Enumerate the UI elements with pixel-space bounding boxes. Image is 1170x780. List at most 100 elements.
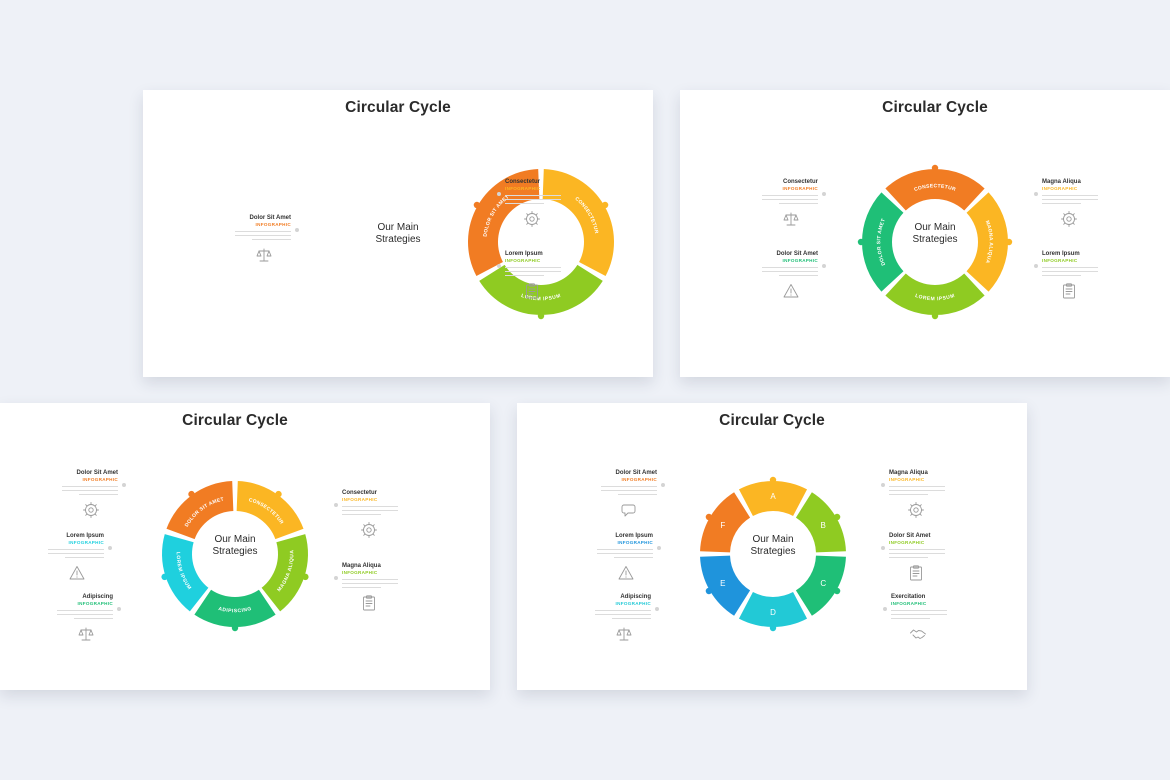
placeholder-text-line (505, 266, 561, 268)
placeholder-text-line (505, 270, 561, 272)
segment-label: B (821, 521, 826, 530)
segment-label: MAGNA ALIQUA (984, 220, 994, 265)
block-title: Lorem Ipsum (66, 533, 104, 539)
block-title: Dolor Sit Amet (889, 533, 931, 539)
block-subtitle: INFOGRAPHIC (255, 222, 291, 227)
placeholder-text-line (891, 613, 947, 615)
info-block: Consectetur INFOGRAPHIC (762, 178, 818, 228)
info-block: Lorem Ipsum INFOGRAPHIC (505, 250, 561, 300)
block-title: Magna Aliqua (889, 470, 928, 476)
placeholder-text-line (342, 586, 382, 588)
connector-dot (108, 546, 112, 550)
segment-tab (833, 587, 841, 595)
placeholder-text-line (342, 578, 398, 580)
cycle-segment (738, 481, 808, 516)
cycle-segment (700, 492, 751, 553)
info-block: Magna Aliqua INFOGRAPHIC (1042, 178, 1098, 228)
block-subtitle: INFOGRAPHIC (889, 540, 925, 545)
connector-dot (822, 264, 826, 268)
placeholder-text-line (57, 609, 113, 611)
placeholder-text-line (1042, 266, 1098, 268)
connector-dot (661, 483, 665, 487)
connector-dot (117, 607, 121, 611)
cycle-wheel: A B C D E F (700, 476, 846, 632)
block-subtitle: INFOGRAPHIC (77, 601, 113, 606)
placeholder-text-line (889, 493, 929, 495)
placeholder-text-line (1042, 198, 1098, 200)
block-title: Consectetur (342, 490, 378, 496)
segment-label: A (770, 492, 776, 501)
info-block: Dolor Sit Amet INFOGRAPHIC (235, 214, 291, 264)
block-subtitle: INFOGRAPHIC (615, 601, 651, 606)
block-title: Magna Aliqua (1042, 179, 1081, 185)
center-text: Our Main Strategies (912, 222, 958, 245)
placeholder-text-line (62, 485, 118, 487)
placeholder-text-line (235, 234, 291, 236)
block-title: Consectetur (782, 179, 818, 185)
placeholder-text-line (1042, 202, 1082, 204)
block-subtitle: INFOGRAPHIC (617, 540, 653, 545)
clipboard-icon (523, 282, 541, 300)
placeholder-text-line (505, 202, 545, 204)
connector-dot (883, 607, 887, 611)
info-block: Dolor Sit Amet INFOGRAPHIC (62, 469, 118, 519)
segment-tab (275, 490, 282, 498)
segment-label: D (770, 608, 776, 617)
placeholder-text-line (48, 552, 104, 554)
connector-dot (334, 503, 338, 507)
cycle-segment (966, 192, 1008, 292)
cycle-segment (885, 273, 985, 315)
placeholder-text-line (762, 266, 818, 268)
block-title: Dolor Sit Amet (776, 251, 818, 257)
placeholder-text-line (505, 194, 561, 196)
cycle-wheel: CONSECTETUR MAGNA ALIQUA LOREM IPSUM DOLOR … (857, 164, 1013, 320)
placeholder-text-line (613, 556, 653, 558)
block-subtitle: INFOGRAPHIC (68, 540, 104, 545)
block-title: Exercitation (891, 594, 926, 600)
warning-icon (782, 282, 800, 300)
cycle-segment (700, 555, 751, 616)
placeholder-text-line (595, 613, 651, 615)
segment-tab (769, 476, 777, 484)
block-title: Lorem Ipsum (505, 251, 543, 257)
chat-icon (621, 501, 639, 519)
placeholder-text-line (1042, 274, 1082, 276)
info-block: Consectetur INFOGRAPHIC (505, 178, 561, 228)
info-block: Adipiscing INFOGRAPHIC (57, 593, 113, 643)
gear-icon (907, 501, 925, 519)
cycle-segment (795, 555, 846, 616)
scales-icon (255, 246, 273, 264)
block-title: Lorem Ipsum (1042, 251, 1080, 257)
placeholder-text-line (889, 489, 945, 491)
placeholder-text-line (617, 493, 657, 495)
segment-tab (769, 624, 777, 632)
placeholder-text-line (235, 230, 291, 232)
scales-icon (77, 625, 95, 643)
slide-title: Circular Cycle (345, 99, 451, 116)
connector-dot (122, 483, 126, 487)
placeholder-text-line (342, 505, 398, 507)
placeholder-text-line (778, 274, 818, 276)
cycle-segment (479, 264, 603, 315)
block-subtitle: INFOGRAPHIC (82, 477, 118, 482)
placeholder-text-line (251, 238, 291, 240)
placeholder-text-line (505, 198, 561, 200)
info-block: Adipiscing INFOGRAPHIC (595, 593, 651, 643)
block-subtitle: INFOGRAPHIC (621, 477, 657, 482)
placeholder-text-line (601, 489, 657, 491)
slide-title: Circular Cycle (719, 412, 825, 429)
center-text: Our Main Strategies (750, 534, 796, 557)
connector-dot (657, 546, 661, 550)
gear-icon (523, 210, 541, 228)
segment-tab (705, 513, 713, 521)
clipboard-icon (1060, 282, 1078, 300)
block-subtitle: INFOGRAPHIC (782, 186, 818, 191)
segment-tab (833, 513, 841, 521)
block-subtitle: INFOGRAPHIC (342, 497, 378, 502)
segment-tab (161, 573, 168, 581)
segment-tab (931, 164, 939, 172)
placeholder-text-line (73, 617, 113, 619)
cycle-segment (738, 592, 808, 627)
handshake-icon (909, 625, 927, 643)
